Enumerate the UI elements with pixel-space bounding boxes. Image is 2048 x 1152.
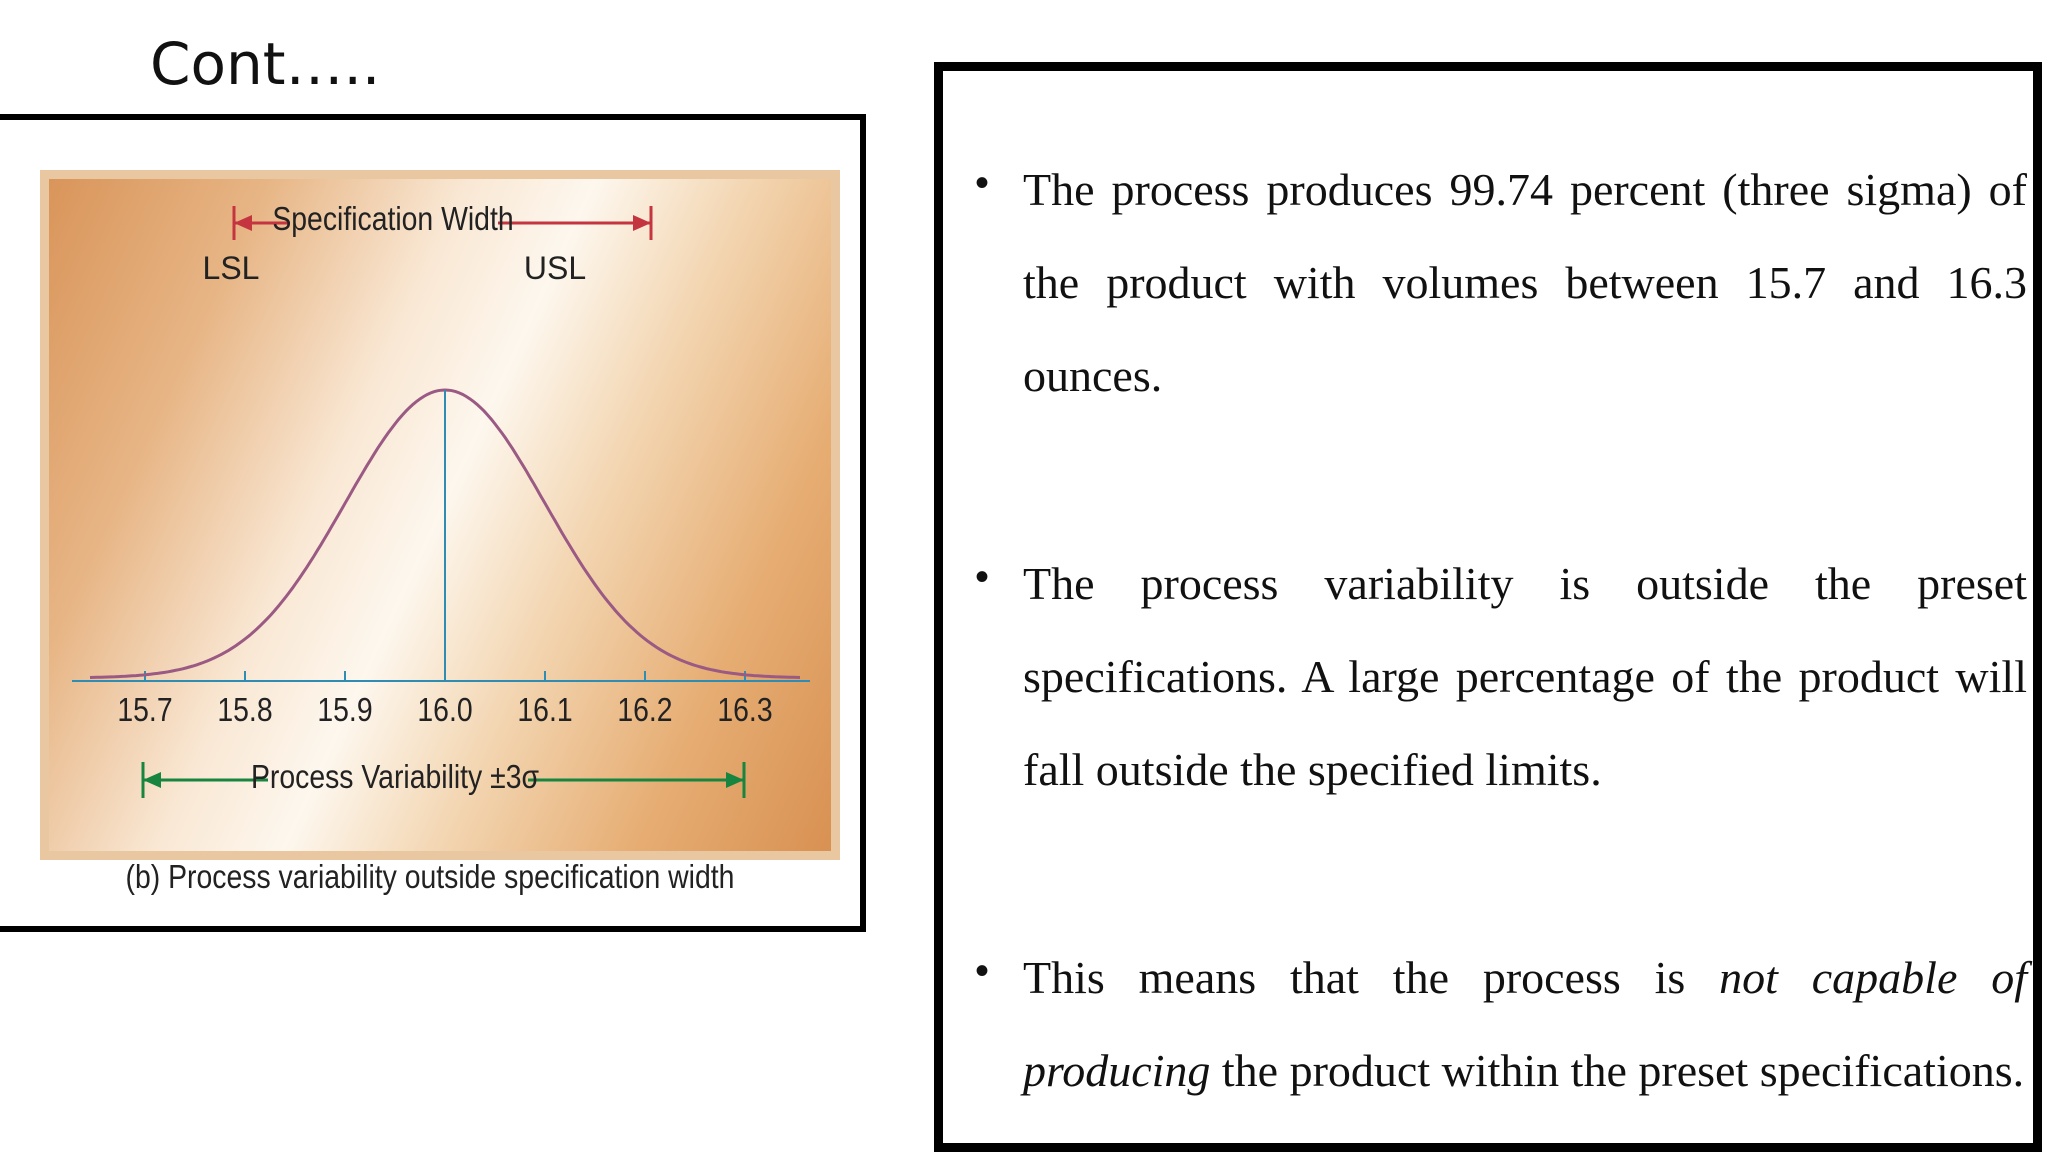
lsl-label: LSL: [203, 250, 260, 286]
bullet-dot-icon: •: [975, 161, 990, 205]
usl-label: USL: [524, 250, 586, 286]
bullet-item: • This means that the process is not cap…: [955, 931, 2040, 1117]
arrow-head-icon: [234, 215, 252, 231]
emphasis-text: not capable of producing: [1023, 952, 2027, 1096]
figure-caption: (b) Process variability outside specific…: [125, 858, 735, 895]
normal-curve-chart: 15.7 15.8 15.9 16.0 16.1 16.2 16.3 Specificati…: [72, 200, 810, 798]
arrow-head-icon: [726, 772, 744, 788]
arrow-head-icon: [633, 215, 651, 231]
bullet-text: The process produces 99.74 percent (thre…: [1023, 164, 2027, 401]
text-box: • The process produces 99.74 percent (th…: [934, 62, 2042, 1152]
specification-width-arrow: [232, 206, 653, 240]
specification-width-label: Specification Width: [272, 200, 513, 238]
normal-curve-figure: 15.7 15.8 15.9 16.0 16.1 16.2 16.3 Specificati…: [40, 170, 840, 860]
x-tick-label: 15.9: [317, 691, 372, 729]
bullet-dot-icon: •: [975, 949, 990, 993]
bullet-text: The process variability is outside the p…: [1023, 558, 2027, 795]
figure-frame: 15.7 15.8 15.9 16.0 16.1 16.2 16.3 Specificati…: [0, 114, 866, 932]
bullet-dot-icon: •: [975, 555, 990, 599]
process-variability-label: Process Variability ±3σ: [251, 758, 539, 796]
slide-title: Cont…..: [150, 30, 381, 98]
x-tick-label: 16.1: [517, 691, 572, 729]
bullet-item: • The process produces 99.74 percent (th…: [955, 143, 2040, 422]
arrow-head-icon: [143, 772, 161, 788]
bullet-item: • The process variability is outside the…: [955, 537, 2040, 816]
bullet-text: This means that the process is not capab…: [1023, 952, 2027, 1096]
x-tick-label: 15.8: [217, 691, 272, 729]
x-tick-label: 16.0: [417, 691, 472, 729]
process-variability-arrow: [141, 762, 746, 798]
x-tick-label: 16.2: [617, 691, 672, 729]
x-tick-label: 15.7: [117, 691, 172, 729]
x-tick-label: 16.3: [717, 691, 772, 729]
